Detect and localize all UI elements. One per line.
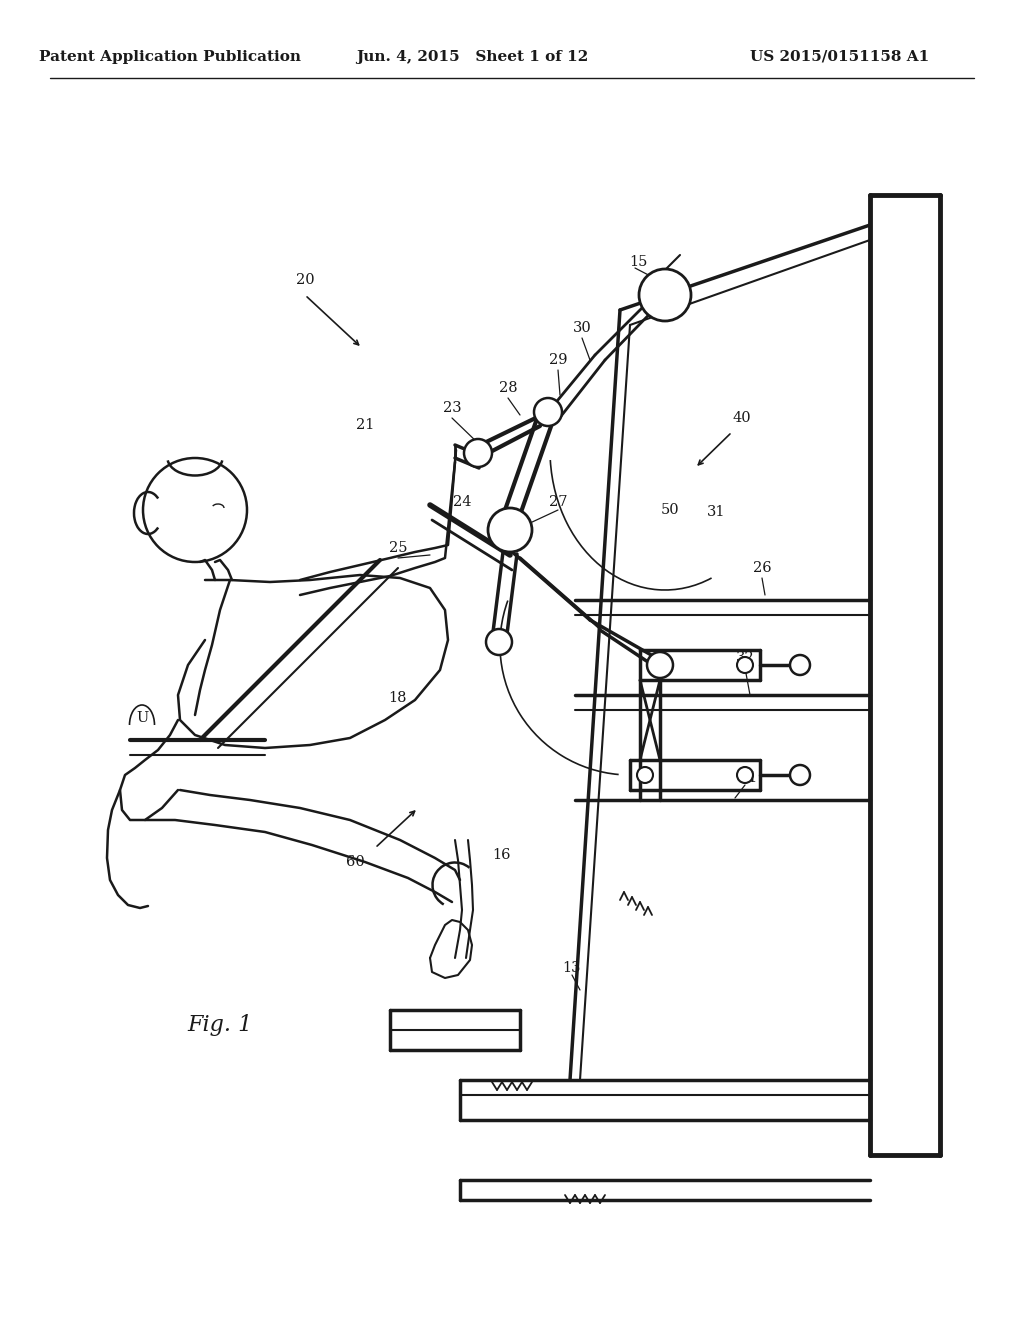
Text: Jun. 4, 2015   Sheet 1 of 12: Jun. 4, 2015 Sheet 1 of 12 bbox=[356, 50, 588, 63]
Text: 27: 27 bbox=[549, 495, 567, 510]
Text: 50: 50 bbox=[660, 503, 679, 517]
Text: 23: 23 bbox=[442, 401, 462, 414]
Text: 28: 28 bbox=[499, 381, 517, 395]
Text: 21: 21 bbox=[355, 418, 374, 432]
Circle shape bbox=[486, 630, 512, 655]
Text: 11: 11 bbox=[739, 771, 757, 785]
Text: 16: 16 bbox=[493, 847, 511, 862]
Text: 15: 15 bbox=[629, 255, 647, 269]
Text: 60: 60 bbox=[346, 855, 365, 869]
Text: 18: 18 bbox=[389, 690, 408, 705]
Text: US 2015/0151158 A1: US 2015/0151158 A1 bbox=[751, 50, 930, 63]
Text: 13: 13 bbox=[563, 961, 582, 975]
Circle shape bbox=[637, 767, 653, 783]
Circle shape bbox=[647, 657, 663, 673]
Circle shape bbox=[488, 508, 532, 552]
Circle shape bbox=[737, 657, 753, 673]
Text: 25: 25 bbox=[389, 541, 408, 554]
Text: 31: 31 bbox=[707, 506, 725, 519]
Circle shape bbox=[534, 399, 562, 426]
Text: Fig. 1: Fig. 1 bbox=[187, 1014, 253, 1036]
Text: 32: 32 bbox=[735, 651, 755, 665]
Text: 30: 30 bbox=[572, 321, 592, 335]
Circle shape bbox=[464, 440, 492, 467]
Text: U: U bbox=[136, 711, 148, 725]
Text: 29: 29 bbox=[549, 352, 567, 367]
Text: 20: 20 bbox=[296, 273, 314, 286]
Circle shape bbox=[737, 767, 753, 783]
Circle shape bbox=[790, 655, 810, 675]
Circle shape bbox=[639, 269, 691, 321]
Text: 26: 26 bbox=[753, 561, 771, 576]
Circle shape bbox=[647, 652, 673, 678]
Text: Patent Application Publication: Patent Application Publication bbox=[39, 50, 301, 63]
Text: 24: 24 bbox=[453, 495, 471, 510]
Circle shape bbox=[790, 766, 810, 785]
Text: 40: 40 bbox=[733, 411, 752, 425]
